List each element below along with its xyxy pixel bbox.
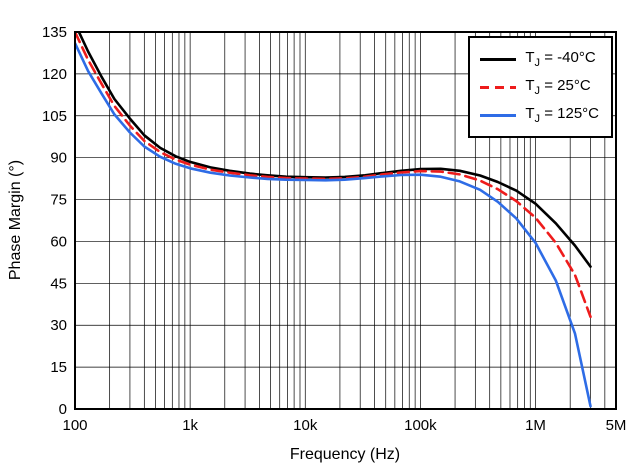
legend-line-sample — [480, 57, 517, 61]
svg-text:90: 90 — [50, 150, 67, 167]
y-axis-label: Phase Margin (°) — [7, 159, 24, 281]
legend-label-text: = 125°C — [540, 105, 599, 122]
legend-label-text: T — [525, 105, 535, 122]
x-axis-label: Frequency (Hz) — [289, 446, 401, 463]
svg-text:120: 120 — [42, 66, 67, 83]
legend-entry: TJ = 125°C — [480, 101, 599, 129]
svg-text:105: 105 — [42, 108, 67, 125]
legend-line-sample — [480, 85, 517, 89]
svg-text:100k: 100k — [404, 417, 437, 434]
svg-text:100: 100 — [62, 417, 87, 434]
svg-text:60: 60 — [50, 233, 67, 250]
legend-line-sample — [480, 113, 517, 117]
svg-text:0: 0 — [59, 401, 67, 418]
svg-text:15: 15 — [50, 359, 67, 376]
legend-entry: TJ = 25°C — [480, 73, 599, 101]
legend: TJ = -40°C TJ = 25°C TJ = 125°C — [468, 36, 613, 138]
legend-label-text: = -40°C — [540, 49, 596, 66]
svg-text:10k: 10k — [293, 417, 318, 434]
svg-text:5M: 5M — [606, 417, 627, 434]
legend-label-text: = 25°C — [540, 77, 591, 94]
svg-text:30: 30 — [50, 317, 67, 334]
legend-entry: TJ = -40°C — [480, 45, 599, 73]
svg-text:1k: 1k — [182, 417, 198, 434]
legend-label-text: T — [525, 77, 535, 94]
legend-label: TJ = 125°C — [525, 105, 599, 125]
legend-label-sub: J — [534, 57, 541, 69]
legend-label-sub: J — [534, 113, 541, 125]
legend-label: TJ = 25°C — [525, 77, 590, 97]
svg-text:75: 75 — [50, 192, 67, 209]
legend-label-sub: J — [534, 85, 541, 97]
legend-label-text: T — [525, 49, 535, 66]
svg-text:1M: 1M — [525, 417, 546, 434]
legend-label: TJ = -40°C — [525, 49, 595, 69]
svg-text:45: 45 — [50, 275, 67, 292]
svg-text:135: 135 — [42, 24, 67, 41]
